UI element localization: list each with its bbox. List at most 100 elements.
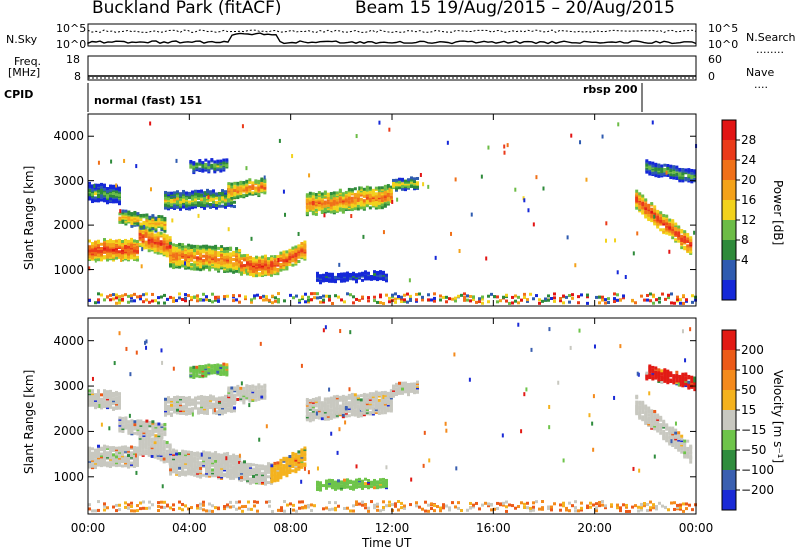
scatter-cell — [118, 238, 121, 242]
scatter-cell — [103, 504, 106, 508]
scatter-cell — [178, 500, 181, 504]
scatter-cell — [665, 214, 669, 218]
scatter-cell — [648, 161, 652, 165]
scatter-cell — [215, 410, 218, 414]
scatter-cell — [219, 169, 223, 173]
scatter-cell — [199, 466, 203, 470]
scatter-cell — [236, 186, 240, 190]
scatter-cell — [138, 452, 142, 456]
scatter-cell — [493, 295, 496, 299]
scatter-cell — [323, 397, 327, 401]
scatter-cell — [249, 477, 252, 481]
scatter-cell — [127, 245, 130, 249]
scatter-cell — [258, 263, 261, 267]
scatter-cell — [219, 159, 223, 163]
scatter-cell — [273, 259, 277, 263]
power-cells — [88, 120, 698, 305]
scatter-cell — [255, 271, 258, 275]
scatter-cell — [220, 471, 224, 475]
scatter-cell — [559, 503, 562, 507]
scatter-cell — [144, 229, 148, 233]
scatter-cell — [142, 420, 146, 424]
scatter-cell — [314, 408, 318, 412]
scatter-cell — [430, 507, 433, 511]
scatter-cell — [270, 257, 274, 261]
scatter-cell — [460, 293, 463, 297]
scatter-cell — [173, 404, 176, 408]
scatter-cell — [208, 298, 211, 302]
scatter-cell — [197, 395, 200, 399]
scatter-cell — [264, 270, 267, 274]
scatter-cell — [167, 197, 170, 201]
scatter-cell — [517, 301, 520, 305]
scatter-cell — [130, 299, 133, 303]
scatter-cell — [145, 298, 148, 302]
scatter-cell — [141, 247, 144, 252]
scatter-cell — [208, 258, 212, 262]
scatter-cell — [398, 177, 401, 181]
scatter-cell — [304, 504, 307, 508]
scatter-cell — [100, 446, 103, 450]
nsky-panel-frame — [87, 23, 697, 47]
scatter-cell — [647, 210, 651, 214]
scatter-cell — [401, 184, 404, 188]
scatter-cell — [176, 194, 179, 198]
scatter-cell — [184, 296, 187, 300]
scatter-cell — [217, 299, 220, 303]
scatter-cell — [415, 298, 418, 302]
scatter-cell — [353, 409, 357, 413]
scatter-cell — [193, 295, 196, 299]
scatter-cell — [264, 482, 267, 486]
scatter-cell — [364, 270, 367, 274]
scatter-cell — [291, 469, 295, 473]
scatter-cell — [379, 274, 382, 278]
scatter-cell — [362, 199, 366, 203]
scatter-cell — [478, 300, 481, 304]
scatter-cell — [226, 456, 230, 460]
scatter-cell — [675, 176, 679, 180]
scatter-cell — [520, 501, 523, 505]
scatter-cell — [94, 240, 97, 244]
scatter-cell — [214, 295, 217, 299]
scatter-cell — [291, 255, 295, 259]
scatter-cell — [88, 389, 91, 393]
scatter-cell — [159, 240, 163, 244]
scatter-cell — [341, 407, 345, 411]
scatter-cell — [196, 294, 199, 298]
scatter-cell — [666, 173, 670, 177]
scatter-cell — [175, 255, 179, 259]
scatter-cell — [188, 200, 191, 204]
scatter-cell — [241, 124, 244, 129]
scatter-cell — [439, 509, 442, 513]
scatter-cell — [249, 481, 252, 485]
scatter-cell — [368, 411, 372, 415]
scatter-cell — [672, 173, 676, 177]
scatter-cell — [675, 172, 679, 176]
nsearch-tick-low: 10^0 — [708, 38, 739, 51]
scatter-cell — [173, 204, 176, 208]
scatter-cell — [362, 392, 366, 396]
scatter-cell — [127, 446, 130, 450]
scatter-cell — [184, 261, 187, 266]
scatter-cell — [193, 244, 197, 248]
scatter-cell — [646, 293, 649, 297]
scatter-cell — [136, 509, 139, 513]
scatter-cell — [97, 160, 100, 165]
scatter-cell — [191, 410, 194, 414]
scatter-cell — [664, 297, 667, 301]
scatter-cell — [544, 297, 547, 301]
scatter-cell — [252, 470, 255, 474]
scatter-cell — [646, 502, 649, 506]
scatter-cell — [213, 163, 217, 167]
scatter-cell — [203, 204, 206, 208]
scatter-cell — [136, 295, 139, 299]
scatter-cell — [307, 503, 310, 507]
scatter-cell — [220, 453, 224, 457]
scatter-cell — [243, 266, 246, 270]
scatter-cell — [239, 180, 243, 184]
scatter-cell — [196, 296, 199, 300]
scatter-cell — [151, 503, 154, 507]
scatter-cell — [141, 437, 145, 441]
scatter-cell — [373, 295, 376, 299]
scatter-cell — [121, 464, 124, 468]
